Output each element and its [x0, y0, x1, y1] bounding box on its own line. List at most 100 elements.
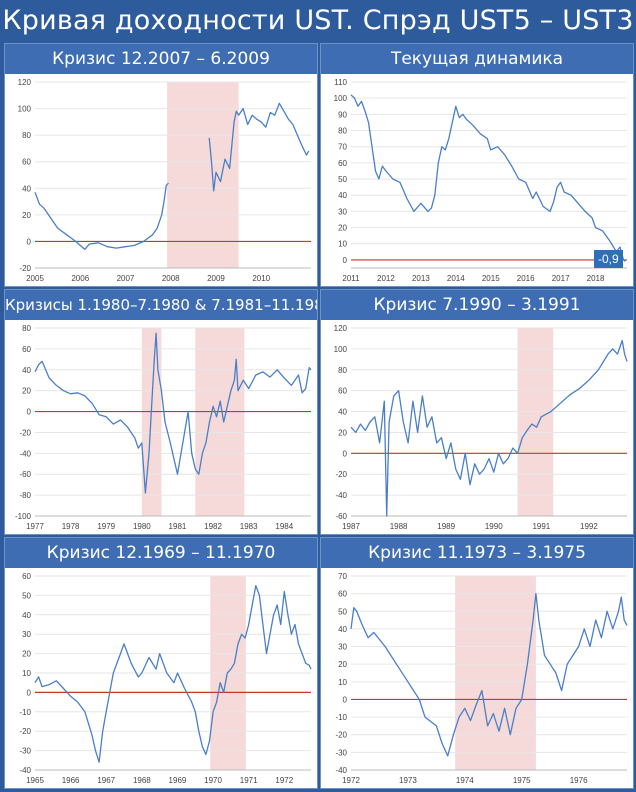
y-tick-label: 120 [334, 324, 348, 333]
x-tick-label: 1989 [437, 522, 455, 531]
x-tick-label: 2006 [71, 274, 89, 283]
x-tick-label: 2008 [162, 274, 180, 283]
y-tick-label: -100 [15, 512, 32, 521]
y-tick-label: 0 [343, 256, 348, 265]
x-tick-label: 1966 [62, 776, 80, 785]
series-line [34, 585, 312, 763]
x-tick-label: 2007 [117, 274, 135, 283]
x-tick-label: 1974 [456, 776, 474, 785]
y-tick-label: 10 [338, 678, 347, 687]
y-tick-label: 0 [343, 449, 348, 458]
y-tick-label: 40 [338, 191, 347, 200]
y-tick-label: 80 [338, 366, 347, 375]
shaded-region [141, 328, 162, 516]
x-tick-label: 2005 [26, 274, 44, 283]
y-tick-label: -40 [335, 491, 347, 500]
x-tick-label: 1987 [342, 522, 360, 531]
x-tick-label: 1979 [97, 522, 115, 531]
line-chart: -40 -30 -20 -10 0 10 20 30 40 50 60 1965 1966 1967 196… [19, 572, 312, 785]
chart-panel-current: Текущая динамика 0 10 20 30 40 50 60 70 80 90 100 1… [320, 43, 634, 287]
shaded-region [167, 82, 239, 268]
y-tick-label: 80 [22, 324, 31, 333]
y-tick-label: -40 [19, 449, 31, 458]
line-chart: -20 0 20 40 60 80 100 120 2005 2006 2007 2008 2009 20… [18, 78, 311, 283]
x-tick-label: 1971 [240, 776, 258, 785]
y-tick-label: 60 [338, 159, 347, 168]
x-tick-label: 1980 [133, 522, 151, 531]
chart-panel-2007: Кризис 12.2007 – 6.2009 -20 0 20 40 60 80 100 1… [4, 43, 318, 287]
y-tick-label: 20 [22, 211, 31, 220]
y-tick-label: 40 [338, 625, 347, 634]
x-tick-label: 2013 [412, 274, 430, 283]
series-line [34, 332, 312, 494]
y-tick-label: 30 [338, 207, 347, 216]
y-tick-label: 40 [338, 408, 347, 417]
x-tick-label: 2014 [447, 274, 465, 283]
y-tick-label: -20 [19, 727, 31, 736]
y-tick-label: 30 [22, 630, 31, 639]
y-tick-label: 0 [27, 688, 32, 697]
x-tick-label: 1981 [169, 522, 187, 531]
x-tick-label: 1965 [26, 776, 44, 785]
y-tick-label: 60 [22, 345, 31, 354]
x-tick-label: 1982 [204, 522, 222, 531]
y-tick-label: 0 [27, 237, 32, 246]
chart-panel-1973: Кризис 11.1973 – 3.1975 -40 -30 -20 -10 0 10 2… [320, 537, 634, 789]
y-tick-label: 20 [338, 660, 347, 669]
y-tick-label: 50 [338, 175, 347, 184]
y-tick-label: -10 [335, 713, 347, 722]
y-tick-label: 30 [338, 643, 347, 652]
y-tick-label: 120 [18, 78, 32, 87]
x-tick-label: 2015 [482, 274, 500, 283]
series-line [208, 102, 310, 192]
x-tick-label: 2012 [377, 274, 395, 283]
y-tick-label: -30 [335, 748, 347, 757]
y-tick-label: 40 [22, 184, 31, 193]
panel-title: Кризис 12.2007 – 6.2009 [5, 44, 317, 74]
last-value-callout: -0,9 [594, 250, 623, 268]
shaded-region [195, 328, 245, 516]
y-tick-label: 60 [22, 572, 31, 581]
x-tick-label: 1984 [275, 522, 293, 531]
y-tick-label: -60 [335, 512, 347, 521]
y-tick-label: -10 [19, 708, 31, 717]
y-tick-label: 20 [22, 650, 31, 659]
x-tick-label: 1970 [204, 776, 222, 785]
y-tick-label: 110 [334, 78, 347, 87]
series-line [34, 182, 169, 251]
y-tick-label: 20 [338, 428, 347, 437]
series-line [350, 339, 628, 517]
y-tick-label: 100 [334, 345, 348, 354]
line-chart: 0 10 20 30 40 50 60 70 80 90 100 110 2011 2012 2013 201… [334, 78, 627, 283]
y-tick-label: -20 [19, 264, 31, 273]
y-tick-label: 70 [338, 143, 347, 152]
y-tick-label: 80 [22, 131, 31, 140]
x-tick-label: 1969 [169, 776, 187, 785]
y-tick-label: 10 [338, 240, 347, 249]
y-tick-label: 50 [338, 607, 347, 616]
x-tick-label: 2017 [552, 274, 570, 283]
x-tick-label: 2018 [587, 274, 605, 283]
x-tick-label: 1988 [390, 522, 408, 531]
y-tick-label: 60 [22, 158, 31, 167]
y-tick-label: 40 [22, 611, 31, 620]
x-tick-label: 1972 [275, 776, 293, 785]
shaded-region [455, 576, 536, 770]
y-tick-label: 90 [338, 110, 347, 119]
y-tick-label: -40 [335, 766, 347, 775]
chart-panel-1990: Кризис 7.1990 – 3.1991 -60 -40 -20 0 20 40 60 8… [320, 289, 634, 535]
y-tick-label: -20 [19, 428, 31, 437]
panel-title: Кризис 11.1973 – 3.1975 [321, 538, 633, 568]
y-tick-label: 20 [338, 224, 347, 233]
y-tick-label: 20 [22, 387, 31, 396]
x-tick-label: 1990 [485, 522, 503, 531]
x-tick-label: 1991 [532, 522, 550, 531]
y-tick-label: 60 [338, 590, 347, 599]
x-tick-label: 1978 [62, 522, 80, 531]
x-tick-label: 1983 [240, 522, 258, 531]
page-title: Кривая доходности UST. Спрэд UST5 – UST3 [2, 5, 634, 36]
line-chart: -100 -80 -60 -40 -20 0 20 40 60 80 1977 1978 1979 198… [15, 324, 312, 531]
shaded-region [517, 328, 554, 516]
x-tick-label: 1967 [97, 776, 115, 785]
x-tick-label: 2009 [207, 274, 225, 283]
